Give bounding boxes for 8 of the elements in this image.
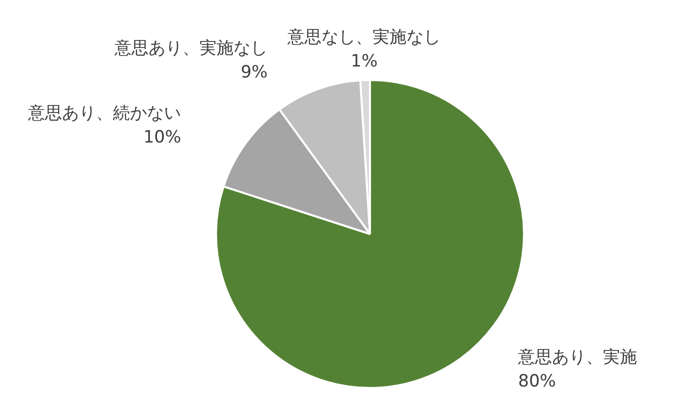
slice-label: 意思あり、実施なし [114, 38, 268, 58]
data-label: 9% [240, 62, 268, 82]
slice-label: 意思あり、続かない [27, 103, 182, 124]
slice-label: 意思なし、実施なし [286, 28, 441, 48]
data-label: 10% [143, 127, 182, 148]
data-label: 1% [350, 52, 378, 72]
data-label: 80% [518, 371, 556, 392]
slice-label: 意思あり、実施 [517, 347, 638, 368]
